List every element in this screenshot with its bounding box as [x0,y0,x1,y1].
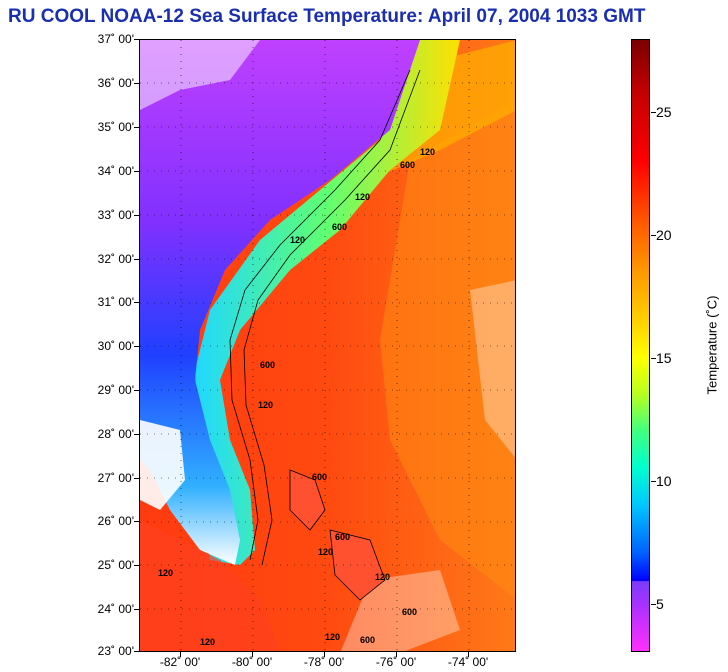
lat-tick [134,83,139,84]
ocean-warm-east [380,101,515,599]
lat-tick [134,127,139,128]
colorbar-tick [651,604,656,605]
lat-tick [134,478,139,479]
lat-label: 33˚ 00' [97,208,134,222]
contour-label: 600 [335,532,350,542]
lat-label: 27˚ 00' [97,471,134,485]
lat-label: 23˚ 00' [97,644,134,658]
map-title: RU COOL NOAA-12 Sea Surface Temperature:… [8,6,646,27]
lat-tick [134,215,139,216]
contour-600 [243,69,421,566]
lat-tick [134,390,139,391]
contour-label: 120 [355,192,370,202]
lon-label: -80˚ 00' [231,655,273,669]
lat-tick [134,302,139,303]
lat-tick [134,565,139,566]
contour-label: 120 [375,572,390,582]
lat-label: 31˚ 00' [97,295,134,309]
lon-tick [324,652,325,657]
contour-label: 120 [420,147,435,157]
colorbar-label: 25 [656,104,672,120]
south-warm-region [140,520,280,651]
lon-label: -78˚ 00' [303,655,345,669]
contour-label: 120 [200,637,215,647]
lon-tick [180,652,181,657]
lat-tick [134,259,139,260]
lon-tick [468,652,469,657]
contour-label: 120 [158,568,173,578]
lat-label: 30˚ 00' [97,339,134,353]
colorbar-label: 20 [656,227,672,243]
contour-label: 120 [258,400,273,410]
sst-map: 120 600 120 600 120 600 120 600 120 600 … [139,39,516,652]
lon-label: -76˚ 00' [375,655,417,669]
colorbar-unit-label: Temperature (˚C) [704,295,720,395]
lat-label: 25˚ 00' [97,558,134,572]
lat-label: 37˚ 00' [97,32,134,46]
lat-label: 24˚ 00' [97,602,134,616]
contour-label: 600 [312,472,327,482]
colorbar-tick [651,112,656,113]
lat-tick [134,39,139,40]
colorbar-tick [651,481,656,482]
lat-label: 29˚ 00' [97,383,134,397]
lat-tick [134,651,139,652]
lat-tick [134,346,139,347]
contour-label: 600 [402,607,417,617]
colorbar-label: 15 [656,350,672,366]
cloud-patch [470,280,515,458]
contour-120 [229,69,411,561]
lat-tick [134,434,139,435]
contour-label: 120 [318,547,333,557]
contour-label: 600 [360,635,375,645]
lat-label: 28˚ 00' [97,427,134,441]
lon-label: -74˚ 00' [447,655,489,669]
contour-label: 600 [260,360,275,370]
lon-tick [252,652,253,657]
lon-tick [396,652,397,657]
lat-label: 26˚ 00' [97,514,134,528]
cloud-patch [140,420,185,510]
contour-label: 120 [290,235,305,245]
contour-label: 600 [400,160,415,170]
bahamas-island [289,469,326,531]
lat-label: 35˚ 00' [97,120,134,134]
lat-tick [134,171,139,172]
cloud-patch [140,40,260,110]
colorbar-label: 10 [656,473,672,489]
sst-image: 120 600 120 600 120 600 120 600 120 600 … [140,40,515,651]
contour-label: 120 [325,632,340,642]
lat-label: 34˚ 00' [97,164,134,178]
lat-label: 36˚ 00' [97,76,134,90]
colorbar-tick [651,358,656,359]
lon-label: -82˚ 00' [159,655,201,669]
temperature-colorbar [631,39,650,652]
lat-label: 32˚ 00' [97,252,134,266]
lat-tick [134,521,139,522]
lat-tick [134,609,139,610]
colorbar-tick [651,235,656,236]
contour-label: 600 [332,222,347,232]
colorbar-label: 5 [656,596,664,612]
